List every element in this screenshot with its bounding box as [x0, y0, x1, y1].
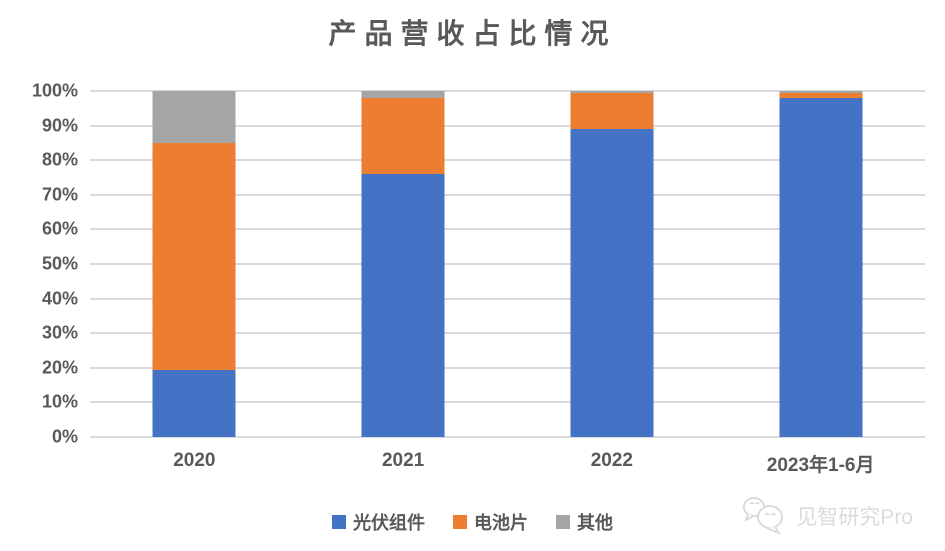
chart-title: 产品营收占比情况 — [328, 18, 617, 49]
watermark-text: 见智研究Pro — [796, 506, 913, 529]
x-axis-label: 2022 — [590, 450, 634, 471]
y-axis-tick-label: 90% — [41, 115, 78, 136]
legend-item-电池片: 电池片 — [453, 509, 528, 535]
stacked-bar-2021 — [361, 91, 445, 437]
gridline — [90, 263, 925, 265]
bar-segment-光伏组件 — [361, 174, 445, 437]
gridline — [90, 297, 925, 300]
legend-label: 其他 — [577, 513, 613, 533]
legend-swatch-icon — [453, 515, 467, 529]
stacked-bar-2022 — [570, 91, 654, 437]
y-axis-tick-label: 0% — [51, 426, 78, 447]
x-axis-label: 2020 — [173, 450, 216, 471]
bar-segment-电池片 — [152, 142, 236, 370]
x-axis-label: 2023年1-6月 — [766, 455, 875, 476]
legend-item-光伏组件: 光伏组件 — [332, 509, 425, 535]
bar-segment-其他 — [152, 91, 236, 143]
bar-slot-2020 — [90, 91, 299, 437]
y-axis-tick-label: 100% — [31, 80, 78, 101]
legend-item-其他: 其他 — [556, 509, 613, 535]
y-axis-tick-label: 50% — [41, 253, 78, 274]
y-axis: 100% 90% 80% 70% 60% 50% 40% 30% 20% 10% 0% — [0, 81, 78, 447]
bar-segment-其他 — [361, 91, 445, 98]
bar-slot-2021 — [299, 91, 508, 437]
gridline — [90, 436, 925, 438]
legend-label: 电池片 — [474, 513, 528, 533]
y-axis-tick-label: 10% — [41, 391, 78, 412]
legend-swatch-icon — [332, 515, 346, 529]
bar-segment-光伏组件 — [152, 369, 236, 437]
x-axis: 2020 2021 2022 2023年1-6月 — [90, 450, 925, 477]
bar-slot-2023年1-6月 — [716, 91, 925, 437]
bar-slot-2022 — [508, 91, 717, 437]
legend: 光伏组件 电池片 其他 — [0, 509, 945, 535]
bar-segment-电池片 — [779, 92, 863, 98]
gridline — [90, 159, 925, 162]
y-axis-tick-label: 20% — [41, 357, 78, 378]
bar-segment-电池片 — [570, 93, 654, 130]
legend-swatch-icon — [556, 515, 570, 529]
y-axis-tick-label: 30% — [41, 322, 78, 343]
gridline — [90, 366, 925, 369]
watermark: 见智研究Pro — [739, 495, 913, 537]
y-axis-tick-label: 80% — [41, 149, 78, 170]
stacked-bar-2020 — [152, 91, 236, 437]
gridline — [90, 124, 925, 127]
y-axis-tick-label: 60% — [41, 218, 78, 239]
gridline — [90, 228, 925, 231]
bar-segment-光伏组件 — [779, 97, 863, 437]
y-axis-tick-label: 70% — [41, 184, 78, 205]
gridline — [90, 90, 925, 92]
x-axis-label: 2021 — [381, 450, 425, 471]
gridline — [90, 193, 925, 196]
bar-segment-其他 — [779, 91, 863, 93]
gridline — [90, 332, 925, 335]
legend-label: 光伏组件 — [353, 513, 425, 533]
plot-area — [90, 90, 925, 438]
stacked-bar-2023年1-6月 — [779, 91, 863, 437]
gridline — [90, 401, 925, 404]
chat-bubbles-icon — [739, 495, 791, 537]
y-axis-tick-label: 40% — [41, 288, 78, 309]
bar-segment-电池片 — [361, 97, 445, 175]
bar-segment-其他 — [570, 91, 654, 94]
bar-segment-光伏组件 — [570, 129, 654, 437]
